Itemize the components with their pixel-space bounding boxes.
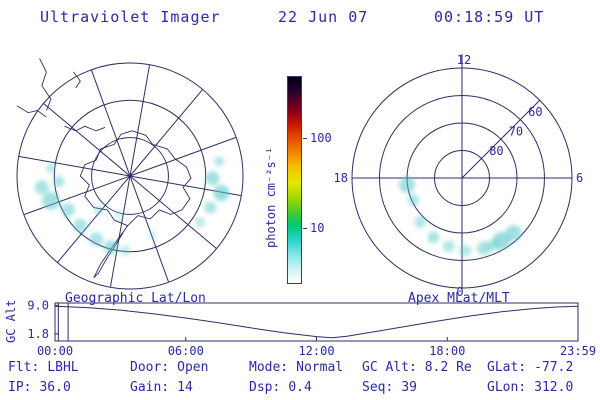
aurora-emission-apex — [399, 176, 522, 257]
status-value: 36.0 — [39, 380, 71, 395]
geographic-map-plot — [16, 58, 244, 290]
status-label: Seq: — [362, 380, 394, 395]
lat-ring-label: 80 — [489, 144, 503, 158]
gc-alt-time-plot: 00:00 06:00 12:00 18:00 23:59 9.0 1.8 — [27, 298, 596, 358]
gc-alt-curve — [54, 305, 579, 339]
status-mode: Mode: Normal — [249, 360, 343, 375]
time-tick-label: 18:00 — [429, 344, 465, 358]
apex-panel-label: Apex MLat/MLT — [408, 291, 510, 306]
date-display: 22 Jun 07 — [278, 8, 369, 26]
status-label: Flt: — [8, 360, 40, 375]
status-row-2: IP: 36.0 Gain: 14 Dsp: 0.4 Seq: 39 GLon: 312.… — [0, 380, 600, 396]
status-label: GLat: — [487, 360, 527, 375]
status-label: GLon: — [487, 380, 527, 395]
page-title: Ultraviolet Imager — [40, 8, 221, 26]
status-gc-alt: GC Alt: 8.2 Re — [362, 360, 472, 375]
status-seq: Seq: 39 — [362, 380, 417, 395]
colorbar-gradient — [287, 76, 302, 284]
colorbar-tick-label: 10 — [310, 220, 325, 235]
mlt-label: 12 — [457, 53, 471, 67]
status-dsp: Dsp: 0.4 — [249, 380, 312, 395]
status-ip: IP: 36.0 — [8, 380, 71, 395]
status-value: Normal — [296, 360, 344, 375]
time-tick-label: 12:00 — [298, 344, 334, 358]
status-gain: Gain: 14 — [130, 380, 193, 395]
status-value: Open — [177, 360, 209, 375]
mlt-label: 18 — [334, 171, 348, 185]
status-glat: GLat: -77.2 — [487, 360, 573, 375]
status-value: -77.2 — [534, 360, 574, 375]
status-value: 312.0 — [534, 380, 574, 395]
colorbar-ticks: 100 10 — [303, 76, 343, 284]
status-label: Door: — [130, 360, 170, 375]
status-door: Door: Open — [130, 360, 208, 375]
colorbar-tick-label: 100 — [310, 131, 332, 146]
status-label: Dsp: — [249, 380, 281, 395]
aurora-emission-geo — [34, 156, 230, 256]
status-label: GC Alt: — [362, 360, 417, 375]
status-glon: GLon: 312.0 — [487, 380, 573, 395]
status-label: Gain: — [130, 380, 170, 395]
status-value: 14 — [177, 380, 193, 395]
current-time-marker — [57, 302, 69, 342]
status-value: 39 — [401, 380, 417, 395]
colorbar-tickmark — [303, 227, 307, 229]
colorbar-tickmark — [303, 138, 307, 140]
status-value: LBHL — [47, 360, 79, 375]
time-tick-label: 06:00 — [168, 344, 204, 358]
time-tick-label: 00:00 — [37, 344, 73, 358]
lat-ring-label: 60 — [528, 105, 542, 119]
colorbar-unit-label: photon cm⁻²s⁻¹ — [264, 146, 278, 248]
gc-alt-frame — [54, 302, 579, 342]
alt-tick-label: 1.8 — [27, 327, 49, 341]
time-display: 00:18:59 UT — [434, 8, 545, 26]
geo-panel-label: Geographic Lat/Lon — [65, 291, 206, 306]
antarctica-coastline — [16, 58, 192, 279]
status-label: IP: — [8, 380, 32, 395]
status-value: 8.2 Re — [424, 360, 472, 375]
apex-grid — [351, 54, 573, 292]
status-label: Mode: — [249, 360, 289, 375]
mlt-label: 0 — [456, 285, 463, 299]
time-tick-label: 23:59 — [560, 344, 596, 358]
alt-tick-label: 9.0 — [27, 298, 49, 312]
lat-ring-label: 70 — [509, 124, 523, 138]
mlt-label: 6 — [576, 171, 583, 185]
status-flt: Flt: LBHL — [8, 360, 79, 375]
status-value: 0.4 — [288, 380, 312, 395]
status-row-1: Flt: LBHL Door: Open Mode: Normal GC Alt: 8.… — [0, 360, 600, 376]
